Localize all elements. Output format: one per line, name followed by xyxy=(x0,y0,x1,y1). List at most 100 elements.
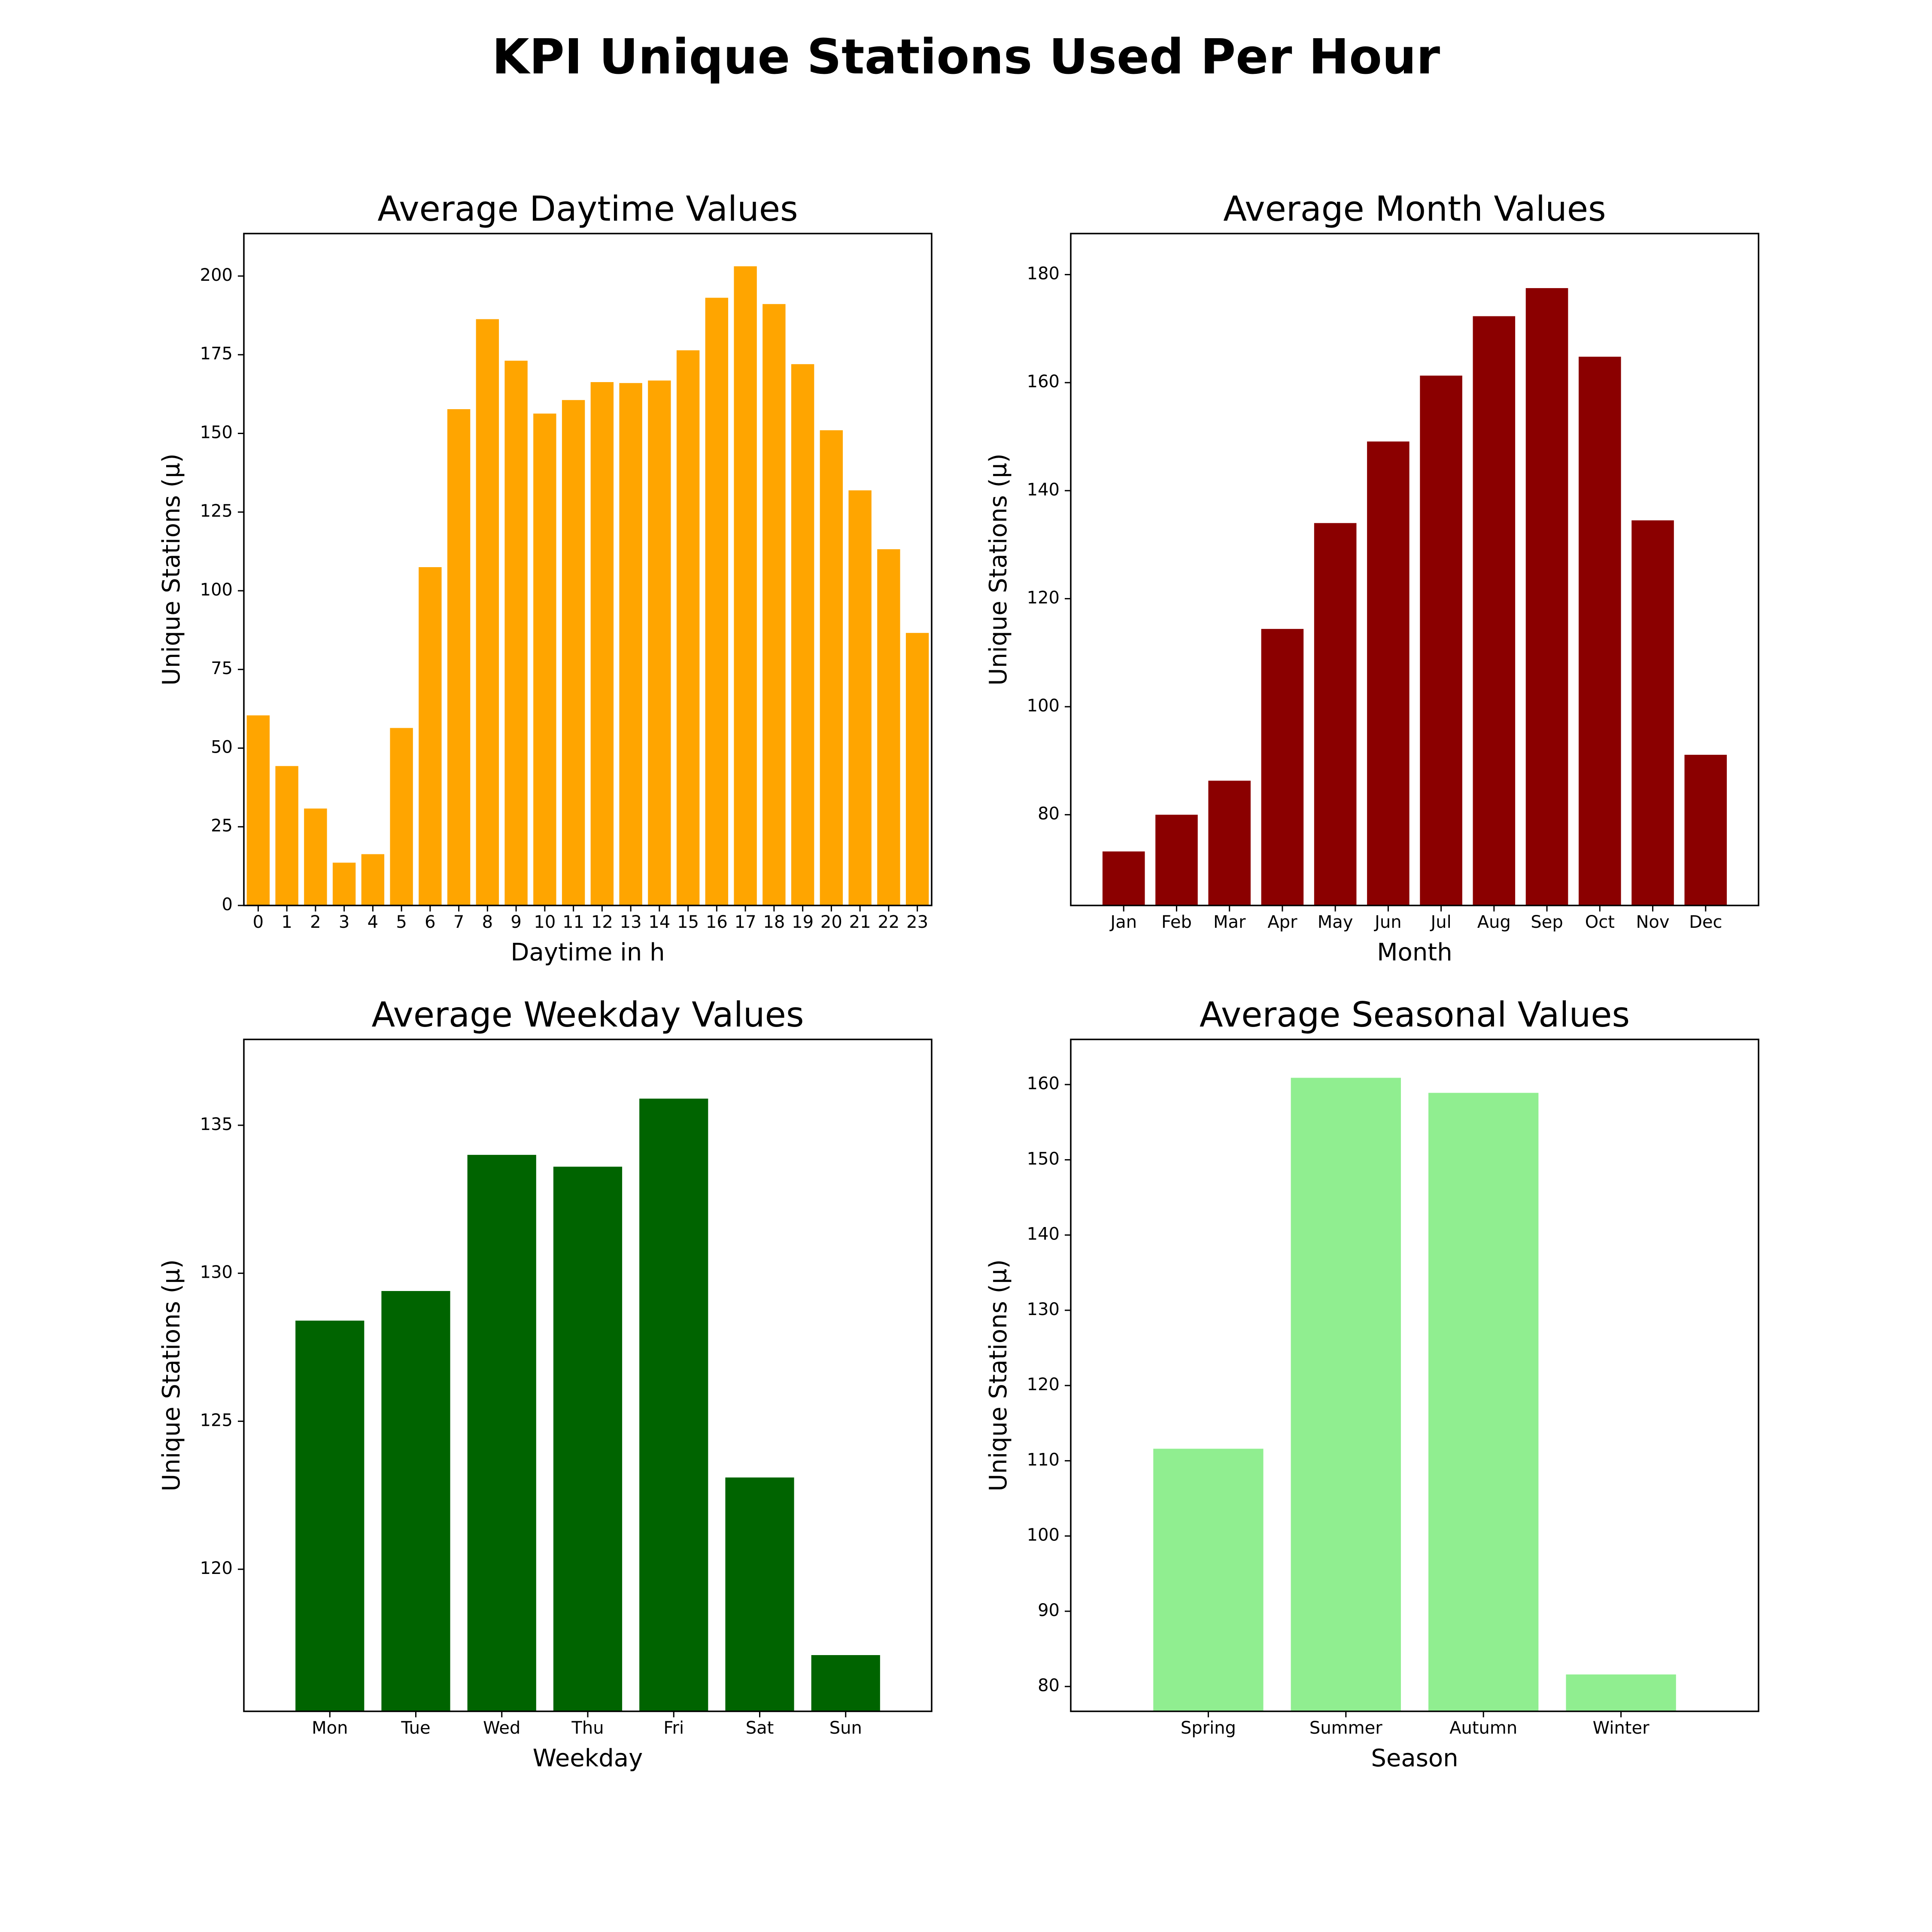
x-tick-label: Mar xyxy=(1213,912,1246,932)
x-tick-label: 21 xyxy=(849,912,871,932)
bar xyxy=(905,633,929,905)
x-axis-label: Season xyxy=(1371,1744,1458,1772)
y-tick-label: 135 xyxy=(200,1115,233,1134)
x-tick-label: 4 xyxy=(368,912,378,932)
x-tick-label: Dec xyxy=(1689,912,1722,932)
y-tick-label: 140 xyxy=(1027,1224,1060,1244)
y-axis-label: Unique Stations (µ) xyxy=(984,1259,1012,1492)
x-tick-label: 10 xyxy=(534,912,556,932)
x-tick-label: 7 xyxy=(453,912,464,932)
x-tick-label: 17 xyxy=(735,912,756,932)
x-tick-label: 5 xyxy=(396,912,407,932)
bar xyxy=(820,430,843,905)
y-tick-label: 25 xyxy=(211,816,233,836)
axes-frame xyxy=(1070,1039,1759,1712)
x-tick-label: Autumn xyxy=(1449,1718,1517,1738)
y-tick-label: 90 xyxy=(1038,1601,1060,1620)
x-tick-label: Jan xyxy=(1109,912,1137,932)
y-axis-label: Unique Stations (µ) xyxy=(158,1259,185,1492)
y-tick-label: 125 xyxy=(200,1410,233,1430)
x-tick-label: Sun xyxy=(829,1718,862,1738)
x-tick-label: Spring xyxy=(1181,1718,1236,1738)
y-tick-label: 0 xyxy=(222,895,233,914)
x-tick-label: 2 xyxy=(310,912,321,932)
x-tick-label: Aug xyxy=(1477,912,1511,932)
bar xyxy=(1367,441,1410,905)
x-tick-label: 15 xyxy=(677,912,699,932)
bar xyxy=(639,1098,708,1711)
bar xyxy=(762,304,786,906)
axes-frame xyxy=(243,233,933,906)
x-tick-label: Jun xyxy=(1373,912,1402,932)
y-tick-label: 100 xyxy=(1027,1525,1060,1545)
x-tick-label: Mon xyxy=(312,1718,348,1738)
bar xyxy=(562,400,585,905)
x-tick-label: Apr xyxy=(1267,912,1297,932)
y-tick-label: 175 xyxy=(200,344,233,364)
x-tick-label: 22 xyxy=(878,912,899,932)
bar xyxy=(877,549,900,905)
x-tick-label: Sat xyxy=(746,1718,774,1738)
x-tick-label: Winter xyxy=(1593,1718,1649,1738)
chart-panel-4: Spring Summer Autumn Winter 80 90 100 110 120 130… xyxy=(984,995,1759,1772)
x-tick-label: 16 xyxy=(706,912,728,932)
chart-title: Average Weekday Values xyxy=(371,995,804,1035)
bar xyxy=(725,1477,794,1711)
y-tick-label: 150 xyxy=(200,422,233,442)
bar xyxy=(275,766,298,905)
x-tick-label: Feb xyxy=(1161,912,1192,932)
bar xyxy=(1153,1449,1264,1711)
y-tick-label: 125 xyxy=(200,501,233,521)
bar xyxy=(1420,375,1462,905)
y-tick-label: 110 xyxy=(1027,1450,1060,1470)
bar xyxy=(676,350,700,906)
chart-title: Average Month Values xyxy=(1223,189,1606,229)
x-tick-label: Fri xyxy=(663,1718,684,1738)
axes-frame xyxy=(1070,233,1759,906)
bar xyxy=(361,854,385,905)
bar xyxy=(447,409,471,905)
x-tick-label: May xyxy=(1318,912,1353,932)
x-tick-label: Oct xyxy=(1585,912,1615,932)
bar xyxy=(553,1166,623,1711)
bar xyxy=(381,1291,450,1711)
bar xyxy=(304,808,327,905)
y-tick-label: 120 xyxy=(1027,1375,1060,1394)
chart-panel-1: 0 1 2 3 4 5 6 7 8 9 10 11 12 13 14 15 16 17 18 19 20 21 22 2302… xyxy=(158,189,933,966)
bar xyxy=(1155,814,1198,905)
x-tick-label: Jul xyxy=(1429,912,1451,932)
bar xyxy=(1428,1093,1539,1711)
bar xyxy=(467,1154,536,1711)
x-axis-label: Month xyxy=(1377,939,1452,966)
x-tick-label: 20 xyxy=(820,912,842,932)
x-axis-label: Weekday xyxy=(533,1744,643,1772)
x-tick-label: 23 xyxy=(906,912,928,932)
y-tick-label: 160 xyxy=(1027,372,1060,392)
x-tick-label: 0 xyxy=(253,912,264,932)
bar xyxy=(1102,851,1145,905)
bar xyxy=(246,715,270,905)
bar xyxy=(1631,520,1674,905)
x-tick-label: Nov xyxy=(1636,912,1669,932)
y-tick-label: 75 xyxy=(211,659,233,678)
x-tick-label: 6 xyxy=(425,912,435,932)
bar xyxy=(1684,755,1727,905)
bar xyxy=(619,383,642,906)
bar xyxy=(705,298,729,905)
x-axis-label: Daytime in h xyxy=(510,939,665,966)
bar xyxy=(1314,523,1357,905)
y-tick-label: 130 xyxy=(200,1263,233,1282)
y-tick-label: 160 xyxy=(1027,1074,1060,1094)
bar xyxy=(590,382,614,905)
bar xyxy=(295,1320,365,1711)
bar xyxy=(1525,288,1568,905)
x-tick-label: 3 xyxy=(339,912,349,932)
y-tick-label: 150 xyxy=(1027,1149,1060,1169)
x-tick-label: 8 xyxy=(482,912,493,932)
bar xyxy=(390,728,413,905)
x-tick-label: Wed xyxy=(483,1718,520,1738)
bar xyxy=(476,319,499,905)
bar xyxy=(811,1655,880,1711)
chart-title: Average Daytime Values xyxy=(377,189,798,229)
